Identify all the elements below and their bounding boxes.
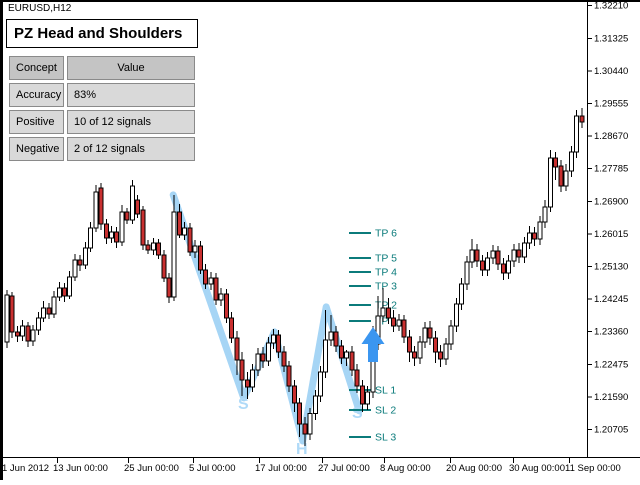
svg-text:20 Aug 00:00: 20 Aug 00:00 xyxy=(446,463,502,474)
table-row: Positive 10 of 12 signals xyxy=(9,110,195,134)
pattern-letter: H xyxy=(296,441,308,458)
svg-text:1.26015: 1.26015 xyxy=(594,229,628,240)
pattern-letter: S xyxy=(238,396,249,413)
table-row: Negative 2 of 12 signals xyxy=(9,137,195,161)
window-border-top xyxy=(0,0,640,2)
svg-text:27 Jul 00:00: 27 Jul 00:00 xyxy=(318,463,370,474)
svg-text:1 Jun 2012: 1 Jun 2012 xyxy=(2,463,49,474)
axes xyxy=(0,0,640,463)
svg-text:1.21590: 1.21590 xyxy=(594,392,628,403)
svg-text:1.30440: 1.30440 xyxy=(594,66,628,77)
level-label: TP 3 xyxy=(375,281,397,293)
svg-text:1.25130: 1.25130 xyxy=(594,262,628,273)
time-axis-labels: 1 Jun 2012 13 Jun 00:00 25 Jun 00:00 5 Jul … xyxy=(2,463,621,474)
buy-signal-arrow-icon xyxy=(361,327,385,362)
header-value: Value xyxy=(67,56,195,80)
cell-positive-value: 10 of 12 signals xyxy=(67,110,195,134)
svg-text:1.24245: 1.24245 xyxy=(594,294,628,305)
candles-layer xyxy=(4,108,585,447)
svg-text:1.32210: 1.32210 xyxy=(594,1,628,12)
svg-text:1.23360: 1.23360 xyxy=(594,327,628,338)
svg-text:1.27785: 1.27785 xyxy=(594,164,628,175)
svg-text:25 Jun 00:00: 25 Jun 00:00 xyxy=(124,463,179,474)
svg-text:1.22475: 1.22475 xyxy=(594,359,628,370)
svg-text:17 Jul 00:00: 17 Jul 00:00 xyxy=(255,463,307,474)
cell-accuracy-value: 83% xyxy=(67,83,195,107)
svg-text:5 Jul 00:00: 5 Jul 00:00 xyxy=(189,463,235,474)
level-label: SL 2 xyxy=(375,405,396,417)
cell-accuracy-label: Accuracy xyxy=(9,83,64,107)
svg-text:1.28670: 1.28670 xyxy=(594,131,628,142)
indicator-title: PZ Head and Shoulders xyxy=(6,19,198,48)
window-border-left xyxy=(0,0,3,480)
price-axis-labels: 1.32210 1.31325 1.30440 1.29555 1.28670 1.277… xyxy=(594,1,628,436)
svg-text:1.31325: 1.31325 xyxy=(594,33,628,44)
cell-negative-value: 2 of 12 signals xyxy=(67,137,195,161)
level-label: SL 1 xyxy=(375,385,396,397)
svg-text:8 Aug 00:00: 8 Aug 00:00 xyxy=(380,463,431,474)
table-header-row: Concept Value xyxy=(9,56,195,80)
pattern-letter: S xyxy=(352,405,363,422)
svg-text:1.26900: 1.26900 xyxy=(594,196,628,207)
svg-text:1.20705: 1.20705 xyxy=(594,425,628,436)
cell-positive-label: Positive xyxy=(9,110,64,134)
level-label: TP 5 xyxy=(375,253,397,265)
indicator-panel: PZ Head and Shoulders Concept Value Accu… xyxy=(6,19,198,164)
symbol-timeframe-label: EURUSD,H12 xyxy=(8,3,72,14)
table-row: Accuracy 83% xyxy=(9,83,195,107)
level-label: TP 2 xyxy=(375,300,397,312)
level-label: TP 4 xyxy=(375,267,397,279)
svg-text:13 Jun 00:00: 13 Jun 00:00 xyxy=(53,463,108,474)
indicator-stats-table: Concept Value Accuracy 83% Positive 10 o… xyxy=(6,53,198,164)
level-label: TP 6 xyxy=(375,228,397,240)
svg-text:11 Sep 00:00: 11 Sep 00:00 xyxy=(565,463,621,474)
level-label: SL 3 xyxy=(375,432,396,444)
svg-text:1.29555: 1.29555 xyxy=(594,99,628,110)
svg-text:30 Aug 00:00: 30 Aug 00:00 xyxy=(509,463,565,474)
cell-negative-label: Negative xyxy=(9,137,64,161)
header-concept: Concept xyxy=(9,56,64,80)
